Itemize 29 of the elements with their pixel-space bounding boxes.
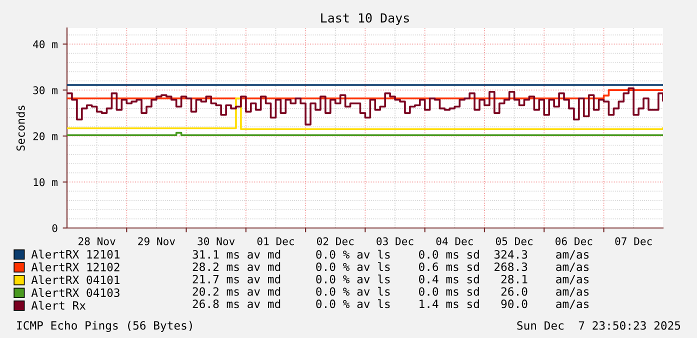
legend-label: Alert Rx (31, 300, 86, 310)
y-tick-label: 40 m (33, 40, 58, 48)
text: 28.2 ms av md 0.0 % av ls 0.6 ms sd 268.3 am/as (192, 262, 589, 272)
x-tick-label: 06 Dec (556, 237, 592, 246)
text: ICMP Echo Pings (56 Bytes) (17, 320, 192, 332)
y-tick-label: 30 m (33, 86, 58, 94)
legend-label: AlertRX 12101 (31, 250, 120, 259)
text: 21.7 ms av md 0.0 % av ls 0.4 ms sd 28.1 am/as (192, 274, 589, 284)
text: 26.8 ms av md 0.0 % av ls 1.4 ms sd 90.0 am/as (192, 299, 589, 310)
y-tick-label: 20 m (33, 132, 58, 140)
x-tick-label: 29 Nov (138, 237, 176, 246)
text: 31.1 ms av md 0.0 % av ls 0.0 ms sd 324.3 am/as (192, 250, 589, 260)
legend-label: AlertRX 12102 (31, 262, 120, 272)
x-tick-label: 30 Nov (198, 237, 235, 246)
text: 20.2 ms av md 0.0 % av ls 0.0 ms sd 26.0 am/as (192, 286, 589, 297)
y-tick-label: 10 m (34, 178, 58, 186)
legend-label: AlertRX 04103 (31, 288, 120, 297)
x-tick-label: 01 Dec (257, 237, 294, 246)
x-tick-label: 05 Dec (496, 237, 532, 246)
x-tick-label: 04 Dec (436, 237, 473, 246)
x-tick-label: 02 Dec (317, 237, 354, 246)
y-tick-label: 0 (52, 224, 58, 232)
text: Sun Dec 7 23:50:23 2025 (517, 321, 680, 330)
legend-label: AlertRX 04101 (31, 275, 120, 284)
x-tick-label: 28 Nov (78, 237, 116, 246)
chart-title: Last 10 Days (321, 13, 409, 26)
x-tick-label: 07 Dec (615, 237, 652, 246)
x-tick-label: 03 Dec (376, 237, 414, 246)
y-axis-title: Seconds (16, 106, 25, 151)
